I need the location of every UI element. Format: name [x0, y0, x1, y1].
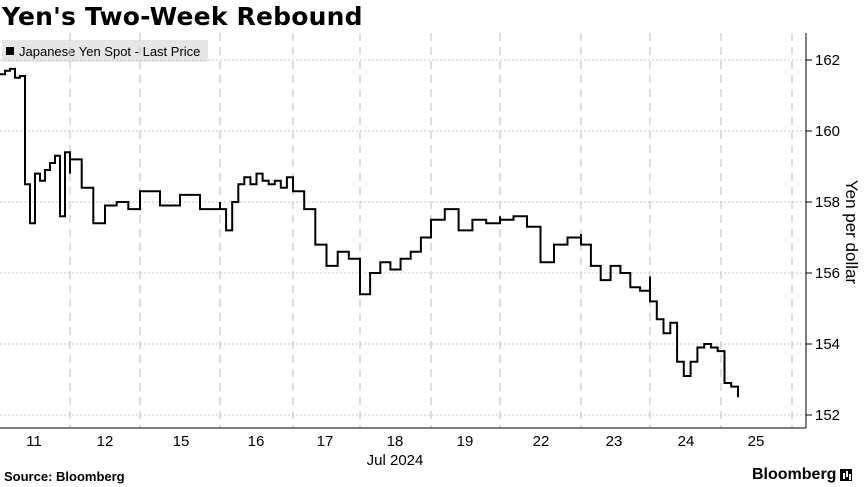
x-tick-label: 24 — [678, 433, 695, 450]
series-line — [0, 67, 739, 398]
chart-title: Yen's Two-Week Rebound — [2, 2, 363, 31]
y-tick-label: 152 — [815, 407, 840, 424]
x-tick-label: 18 — [387, 433, 404, 450]
legend-label: Japanese Yen Spot - Last Price — [19, 43, 201, 59]
x-tick-label: 22 — [533, 433, 550, 450]
y-tick-label: 156 — [815, 265, 840, 282]
y-tick-label: 158 — [815, 194, 840, 211]
x-tick-label: 11 — [26, 433, 42, 450]
y-tick-label: 162 — [815, 52, 840, 69]
y-tick-label: 154 — [815, 336, 840, 353]
x-sublabel: Jul 2024 — [367, 452, 424, 469]
x-tick-label: 23 — [606, 433, 623, 450]
x-tick-label: 17 — [317, 433, 334, 450]
x-tick-label: 12 — [97, 433, 114, 450]
logo-text: Bloomberg — [752, 466, 837, 483]
y-axis-title: Yen per dollar — [842, 180, 861, 285]
x-tick-label: 19 — [457, 433, 474, 450]
x-tick-label: 16 — [248, 433, 265, 450]
bloomberg-terminal-icon — [840, 469, 853, 481]
x-tick-label: 15 — [173, 433, 190, 450]
legend: Japanese Yen Spot - Last Price — [2, 40, 209, 62]
y-tick-label: 160 — [815, 123, 840, 140]
bloomberg-logo: Bloomberg — [752, 466, 853, 484]
legend-swatch — [6, 47, 14, 55]
source-note: Source: Bloomberg — [4, 469, 125, 484]
x-tick-label: 25 — [748, 433, 765, 450]
